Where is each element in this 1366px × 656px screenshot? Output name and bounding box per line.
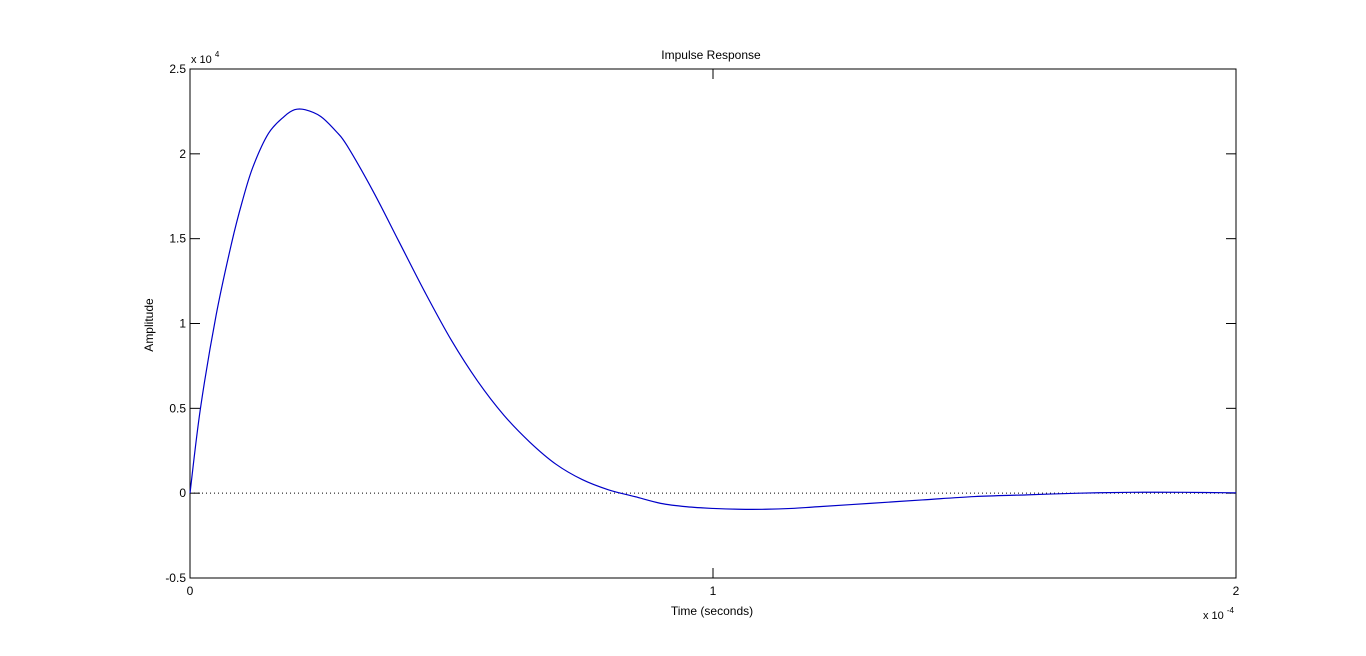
x-multiplier-exponent: -4 bbox=[1227, 606, 1235, 615]
x-tick-label: 2 bbox=[1233, 584, 1240, 598]
series-layer bbox=[189, 108, 1237, 510]
y-tick-label: -0.5 bbox=[165, 571, 186, 585]
y-axis-label: Amplitude bbox=[142, 298, 156, 352]
y-tick-label: 2.5 bbox=[169, 62, 186, 76]
x-multiplier-base: x 10 bbox=[1203, 610, 1224, 622]
y-multiplier-exponent: 4 bbox=[215, 50, 220, 59]
x-axis-label: Time (seconds) bbox=[671, 604, 753, 618]
y-multiplier-base: x 10 bbox=[191, 54, 212, 66]
chart-title: Impulse Response bbox=[661, 48, 761, 62]
y-tick-label: 2 bbox=[179, 147, 186, 161]
y-multiplier-label: x 10 4 bbox=[191, 50, 220, 66]
ticks-layer: 0 1 2-0.500.511.522.5 bbox=[165, 62, 1239, 598]
impulse-response-line bbox=[189, 108, 1237, 510]
y-tick-label: 0.5 bbox=[169, 401, 186, 415]
x-tick-label: 0 bbox=[187, 584, 194, 598]
y-tick-label: 1 bbox=[179, 317, 186, 331]
y-tick-label: 1.5 bbox=[169, 232, 186, 246]
y-tick-label: 0 bbox=[179, 486, 186, 500]
x-tick-label: 1 bbox=[710, 584, 717, 598]
x-multiplier-label: x 10 -4 bbox=[1203, 606, 1235, 622]
